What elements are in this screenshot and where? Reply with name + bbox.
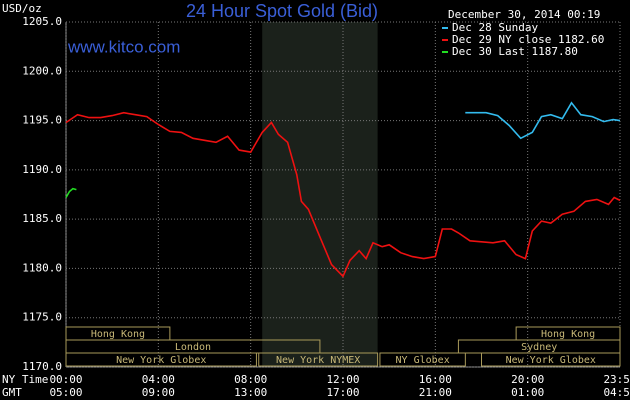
session-label: Hong Kong — [541, 329, 595, 340]
y-tick-label: 1190.0 — [22, 163, 62, 176]
x-tick-label-gmt: 01:00 — [511, 386, 544, 399]
y-tick-label: 1175.0 — [22, 311, 62, 324]
website: www.kitco.com — [67, 37, 180, 56]
x-tick-label-gmt: 13:00 — [234, 386, 267, 399]
y-tick-label: 1180.0 — [22, 261, 62, 274]
x-tick-label: 04:00 — [142, 373, 175, 386]
highlight-region — [262, 22, 378, 367]
session-bar — [258, 352, 379, 367]
x-tick-label: 12:00 — [326, 373, 359, 386]
session-label: Hong Kong — [91, 329, 145, 340]
y-tick-label: 1185.0 — [22, 212, 62, 225]
session-label: London — [175, 342, 211, 353]
x-tick-label: 23:59 — [603, 373, 630, 386]
x-tick-label: 20:00 — [511, 373, 544, 386]
session-label: Sydney — [521, 342, 557, 353]
session-label: New York NYMEX — [276, 355, 360, 366]
session-bar — [65, 352, 257, 367]
plot-area: 1170.0 1175.0 1180.0 1185.0 1190.0 1195.0 1200… — [22, 15, 630, 399]
session-label: New York Globex — [116, 355, 206, 366]
x-tick-label-gmt: 05:00 — [49, 386, 82, 399]
x-tick-label-gmt: 17:00 — [326, 386, 359, 399]
price-line — [465, 101, 621, 140]
x-tick-label-gmt: 21:00 — [419, 386, 452, 399]
x-tick-label-gmt: 04:59 — [603, 386, 630, 399]
session-bar — [379, 352, 466, 367]
session-label: New York Globex — [506, 355, 596, 366]
y-tick-label: 1205.0 — [22, 15, 62, 28]
session-bar — [515, 326, 621, 341]
y-tick-label: 1170.0 — [22, 360, 62, 373]
y-axis-label: USD/oz — [2, 2, 42, 15]
x-row-label: NY Time — [2, 373, 48, 386]
session-label: NY Globex — [396, 355, 450, 366]
session-bar — [481, 352, 621, 367]
y-tick-label: 1195.0 — [22, 114, 62, 127]
legend-entry: Dec 30 Last 1187.80 — [452, 45, 578, 58]
price-line — [65, 187, 77, 198]
legend-entry: Dec 29 NY close 1182.60 — [452, 33, 604, 46]
price-line — [65, 111, 621, 278]
x-tick-label: 08:00 — [234, 373, 267, 386]
chart-title: 24 Hour Spot Gold (Bid) — [186, 1, 378, 21]
timestamp: December 30, 2014 00:19 — [448, 8, 600, 21]
x-tick-label: 00:00 — [49, 373, 82, 386]
x-tick-label: 16:00 — [419, 373, 452, 386]
y-tick-label: 1200.0 — [22, 64, 62, 77]
x-row-label: GMT — [2, 386, 22, 399]
x-tick-label-gmt: 09:00 — [142, 386, 175, 399]
legend-entry: Dec 28 Sunday — [452, 21, 538, 34]
